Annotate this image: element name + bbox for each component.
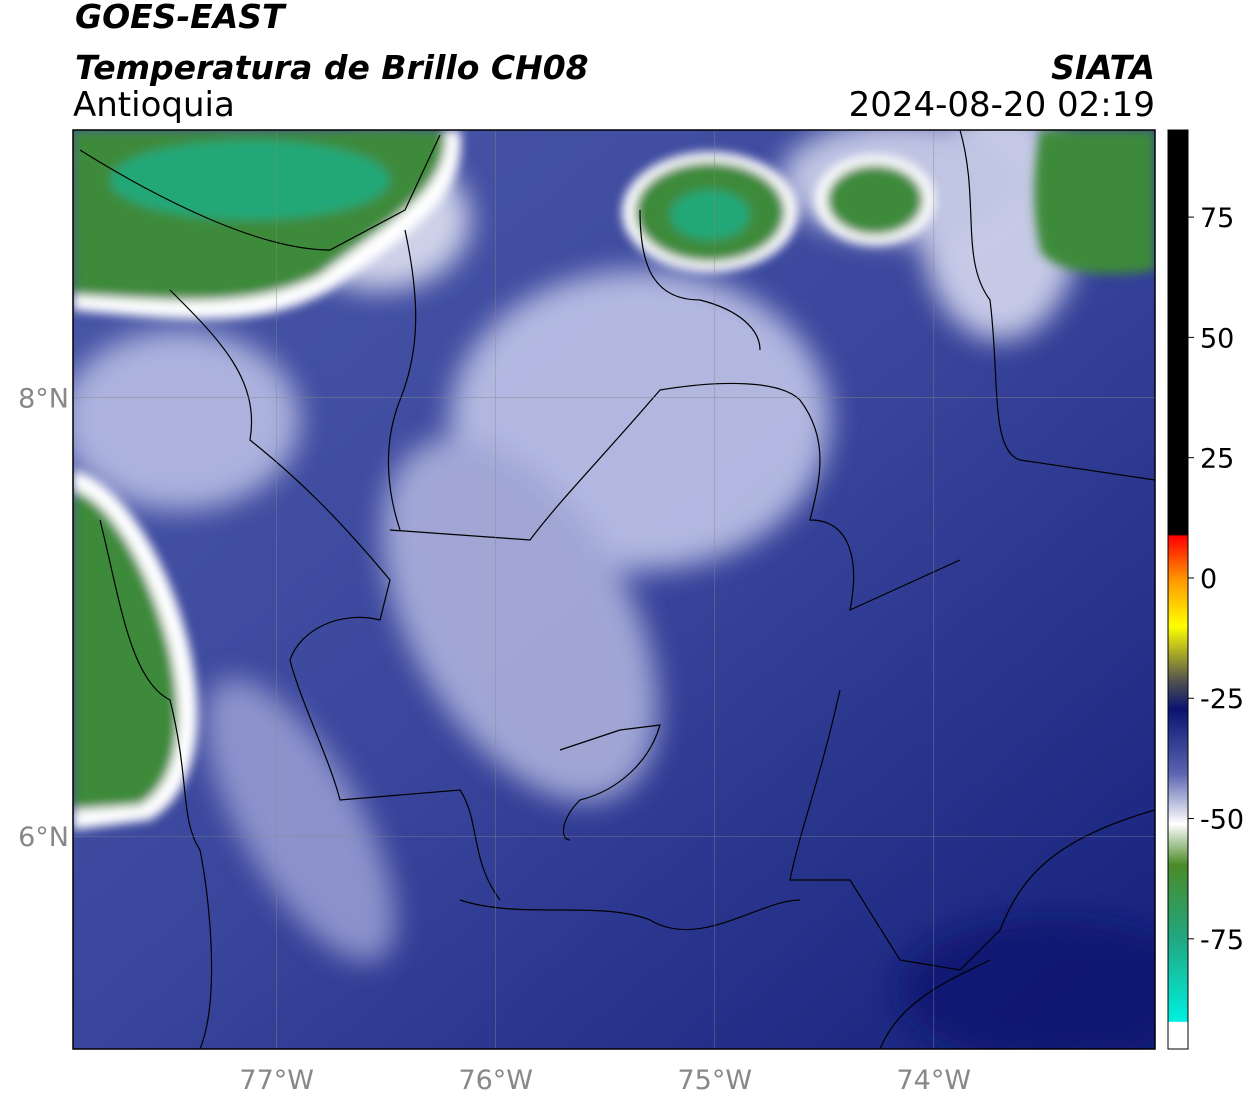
colorbar-tick-label: -50 <box>1200 805 1244 836</box>
x-tick-label: 76°W <box>458 1065 533 1096</box>
borders <box>79 130 1155 1049</box>
colorbar-tick-label: 0 <box>1200 564 1217 595</box>
y-tick-label: 8°N <box>18 384 69 415</box>
colorbar-tick-label: 25 <box>1200 444 1234 475</box>
map-frame <box>72 129 1156 1050</box>
map-imagery <box>73 130 1155 1049</box>
colorbar-tick-label: -25 <box>1200 684 1244 715</box>
title-product: Temperatura de Brillo CH08 <box>75 48 589 87</box>
region: Antioquia <box>73 85 235 125</box>
y-tick-label: 6°N <box>18 822 69 853</box>
colorbar-tick-label: 75 <box>1200 203 1234 234</box>
title-satellite: GOES-EAST <box>75 0 287 36</box>
grid <box>73 130 1155 1049</box>
colorbar-tick-label: -75 <box>1200 925 1244 956</box>
datetime: 2024-08-20 02:19 <box>849 85 1155 125</box>
x-tick-label: 75°W <box>677 1065 752 1096</box>
colorbar <box>1167 129 1189 1050</box>
x-tick-label: 74°W <box>897 1065 972 1096</box>
x-tick-label: 77°W <box>239 1065 314 1096</box>
colorbar-tick-label: 50 <box>1200 323 1234 354</box>
agency: SIATA <box>1051 48 1155 87</box>
